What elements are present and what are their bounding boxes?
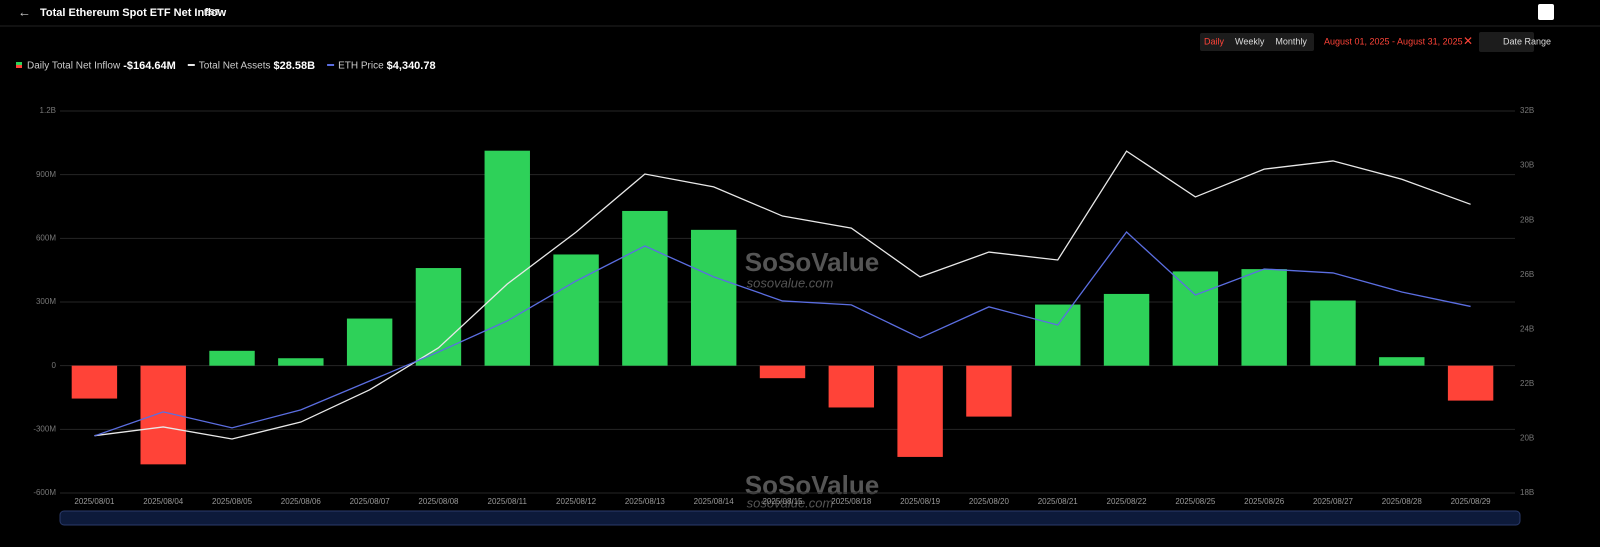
legend-label: Total Net Assets [199,61,271,72]
bar [415,268,462,366]
x-tick-label: 2025/08/25 [1175,497,1216,506]
legend-value: -$164.64M [123,60,176,72]
y-tick-label: -300M [33,424,56,433]
bar [209,350,255,366]
x-tick-label: 2025/08/29 [1451,497,1492,506]
watermark: SoSoValue [745,470,879,500]
x-tick-label: 2025/08/11 [488,497,528,506]
line [94,231,1471,437]
bar [278,358,324,366]
x-tick-label: 2025/08/26 [1244,497,1285,506]
x-tick-label: 2025/08/06 [281,497,322,506]
x-tick-label: 2025/08/07 [350,497,391,506]
bar [690,229,737,366]
legend-swatch [16,62,22,65]
watermark: SoSoValue [745,247,879,277]
bar [1035,304,1081,366]
y-tick-label: 300M [36,297,56,306]
bar [622,210,668,366]
legend-label: ETH Price [338,61,384,72]
bar [966,365,1012,417]
legend-swatch [187,64,195,66]
y2-tick-label: 18B [1520,488,1534,497]
x-tick-label: 2025/08/22 [1107,497,1148,506]
y2-tick-label: 26B [1520,270,1534,279]
share-button[interactable] [1538,4,1554,20]
line [94,150,1471,440]
bar [759,365,806,379]
x-tick-label: 2025/08/15 [762,497,803,506]
back-button[interactable]: ← [18,4,31,19]
y-tick-label: 600M [36,233,56,242]
x-tick-label: 2025/08/13 [625,497,666,506]
x-tick-label: 2025/08/05 [212,497,253,506]
period-group [1200,33,1314,51]
date-range-button-bg[interactable] [1479,32,1534,52]
bar [484,150,530,366]
legend-swatch [327,64,335,66]
watermark-site: sosovalue.com [747,275,834,290]
x-tick-label: 2025/08/12 [556,497,597,506]
x-tick-label: 2025/08/27 [1313,497,1354,506]
y2-tick-label: 30B [1520,161,1534,170]
legend-swatch [16,65,22,68]
bar [1241,269,1287,366]
y-tick-label: 1.2B [40,106,56,115]
x-tick-label: 2025/08/08 [418,497,459,506]
x-tick-label: 2025/08/04 [143,497,184,506]
y2-tick-label: 22B [1520,379,1534,388]
date-range-text[interactable]: August 01, 2025 - August 31, 2025 [1324,36,1463,46]
bar [1310,300,1356,366]
legend-value: $4,340.78 [387,60,436,72]
period-button[interactable]: Weekly [1235,36,1265,46]
legend-label: Daily Total Net Inflow [27,61,121,72]
y-tick-label: 900M [36,170,56,179]
date-range-button[interactable]: Date Range [1503,36,1551,46]
x-tick-label: 2025/08/28 [1382,497,1423,506]
y2-tick-label: 24B [1520,324,1534,333]
bar [1172,271,1219,366]
y-tick-label: 0 [52,361,57,370]
y2-tick-label: 32B [1520,106,1534,115]
bar [346,318,393,366]
y-tick-label: -600M [33,488,56,497]
period-button[interactable]: Monthly [1275,36,1307,46]
bar [1103,293,1150,366]
bar [897,365,943,457]
x-tick-label: 2025/08/21 [1038,497,1079,506]
watermark-site: sosovalue.com [747,495,834,510]
timezone: EST [204,8,220,17]
x-tick-label: 2025/08/14 [694,497,735,506]
x-tick-label: 2025/08/19 [900,497,941,506]
bar [553,254,599,366]
x-tick-label: 2025/08/20 [969,497,1010,506]
bar [828,365,875,408]
page-title: Total Ethereum Spot ETF Net Inflow [40,7,227,19]
legend-value: $28.58B [274,60,316,72]
y2-tick-label: 20B [1520,434,1534,443]
x-tick-label: 2025/08/18 [831,497,872,506]
period-button[interactable]: Daily [1204,36,1225,46]
bar [71,365,118,399]
y2-tick-label: 28B [1520,215,1534,224]
x-tick-label: 2025/08/01 [74,497,115,506]
bar [1379,357,1425,366]
bar [1447,365,1494,401]
clear-date[interactable]: ✕ [1463,34,1473,48]
range-slider[interactable] [59,510,1521,526]
